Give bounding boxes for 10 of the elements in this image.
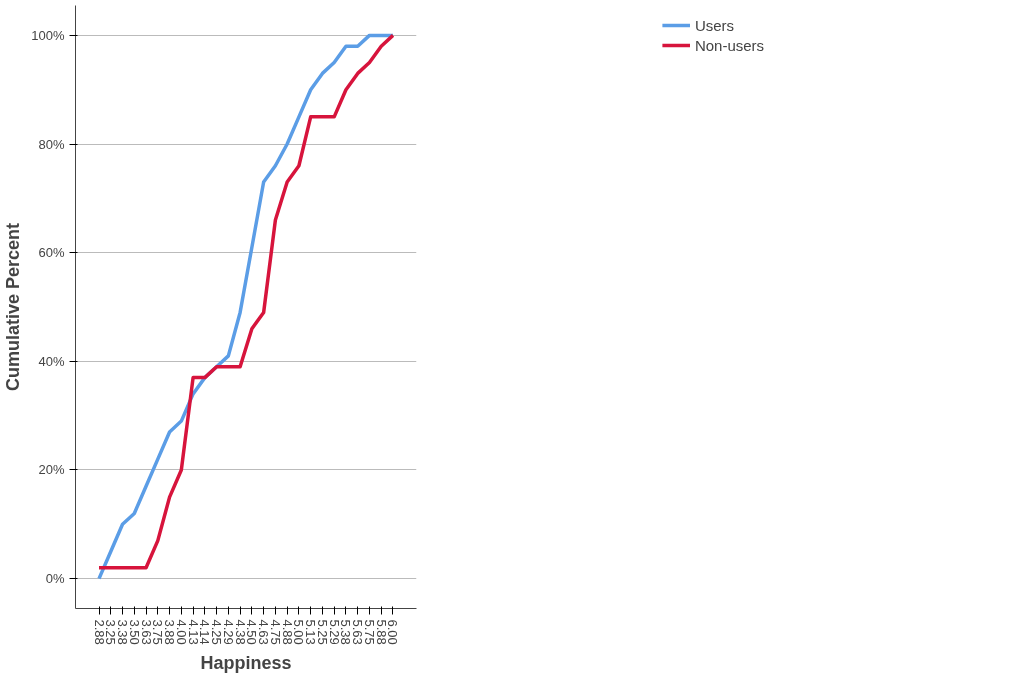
y-tick-label: 80% — [38, 136, 65, 152]
y-tick-label: 40% — [38, 353, 65, 369]
legend-label: Non-users — [694, 36, 765, 54]
y-tick-label: 60% — [38, 245, 65, 261]
x-axis-title: Happiness — [200, 652, 292, 673]
y-tick-label: 0% — [45, 571, 65, 587]
y-tick-label: 20% — [38, 462, 65, 478]
y-tick-label: 100% — [31, 27, 65, 43]
legend-label: Users — [694, 16, 735, 34]
y-axis-title: Cumulative Percent — [3, 222, 24, 392]
